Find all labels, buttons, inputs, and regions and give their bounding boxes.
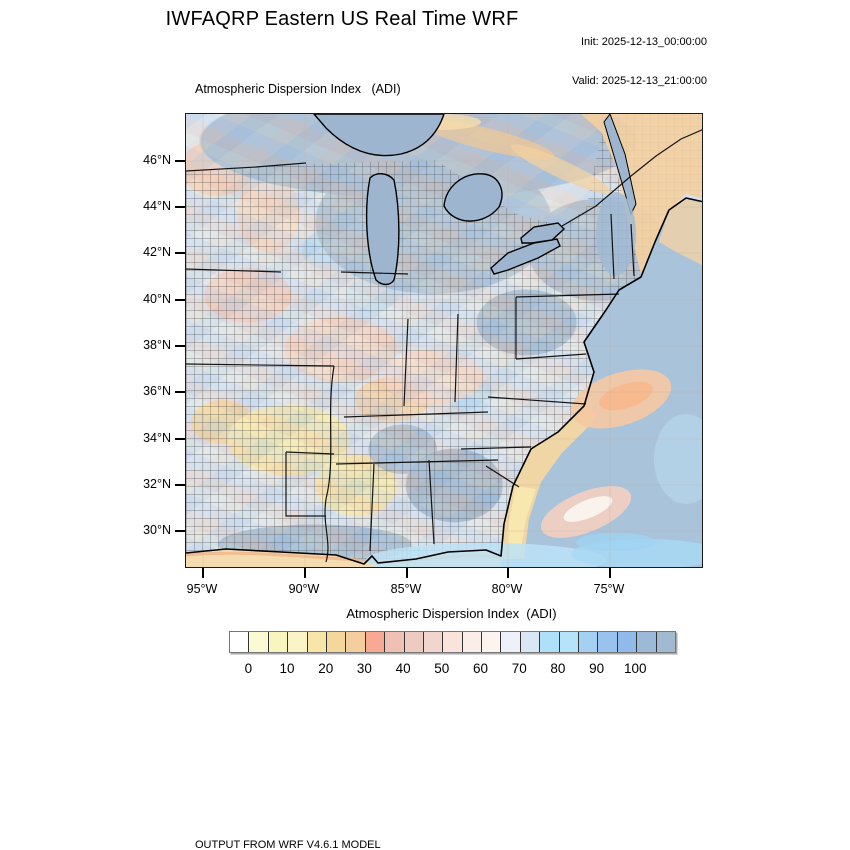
maine-low-adi-region [581,114,702,274]
lat-tick [175,484,185,486]
lat-tick [175,391,185,393]
lat-label: 36°N [143,384,171,398]
model-info-footer: OUTPUT FROM WRF V4.6.1 MODEL WE = 310 ; … [195,810,628,850]
colorbar-tick-label: 80 [550,661,566,676]
bay-of-fundy-tan [659,198,702,265]
lake-superior [313,114,445,157]
offshore-pink-core [563,496,613,522]
colorbar [229,631,676,653]
init-time: Init: 2025-12-13_00:00:00 [581,36,707,48]
colorbar-cell [326,632,347,652]
lake-erie [490,238,561,275]
lon-tick [202,568,204,578]
colorbar-tick-label: 50 [434,661,450,676]
map-plot-area [185,113,703,568]
lon-label: 85°W [390,582,422,596]
coastal-low-adi-core [506,486,536,556]
lon-tick [609,568,611,578]
colorbar-tick-label: 0 [244,661,253,676]
colorbar-cell [656,632,675,652]
great-lakes [313,114,566,286]
colorbar-tick-label: 30 [356,661,372,676]
lat-tick [175,530,185,532]
colorbar-tick-label: 20 [318,661,334,676]
colorbar-cell [579,632,599,652]
ocean-cyan-patch-1 [366,543,606,567]
colorbar-tick-label: 100 [624,661,647,676]
lake-huron [443,173,503,222]
model-version-line: OUTPUT FROM WRF V4.6.1 MODEL [195,839,381,850]
colorbar-cell [346,632,366,652]
colorbar-cell [423,632,444,652]
lat-tick [175,345,185,347]
colorbar-tick-label: 10 [279,661,295,676]
coastline [186,197,702,565]
colorbar-cell [482,632,502,652]
lake-ontario [520,222,566,244]
colorbar-tick-label: 90 [589,661,605,676]
lat-tick [175,206,185,208]
colorbar-cell [365,632,386,652]
lat-tick [175,160,185,162]
lat-tick [175,252,185,254]
colorbar-cell [443,632,463,652]
colorbar-cell [268,632,289,652]
lon-label: 95°W [186,582,218,596]
colorbar-cell [230,632,250,652]
lat-label: 32°N [143,477,171,491]
lat-tick [175,438,185,440]
map-variable-title: Atmospheric Dispersion Index (ADI) [195,82,401,96]
colorbar-cell [540,632,560,652]
colorbar-cell [249,632,269,652]
page-title: IWFAQRP Eastern US Real Time WRF [165,8,519,30]
colorbar-title: Atmospheric Dispersion Index (ADI) [346,606,557,621]
lon-tick [406,568,408,578]
valid-time: Valid: 2025-12-13_21:00:00 [572,75,707,87]
canada-tan-streak-2 [511,144,611,194]
lon-label: 80°W [491,582,523,596]
map-overlay [186,114,702,567]
lon-label: 90°W [288,582,320,596]
colorbar-cell [598,632,618,652]
lon-tick [304,568,306,578]
lon-tick [507,568,509,578]
colorbar-cell [385,632,405,652]
colorbar-cell [307,632,327,652]
colorbar-tick-label: 70 [511,661,527,676]
colorbar-tick-label: 40 [395,661,411,676]
colorbar-cell [404,632,424,652]
colorbar-cell [559,632,580,652]
colorbar-cell [501,632,521,652]
colorbar-cell [462,632,483,652]
colorbar-cell [617,632,638,652]
colorbar-tick-label: 60 [473,661,489,676]
lat-label: 34°N [143,431,171,445]
lat-tick [175,299,185,301]
colorbar-cell [637,632,657,652]
lat-label: 40°N [143,292,171,306]
lat-label: 44°N [143,199,171,213]
lat-label: 42°N [143,245,171,259]
colorbar-cell [288,632,308,652]
state-borders [186,129,702,563]
ocean-cyan-patch-3 [654,414,702,504]
ocean-cyan-patch-4 [576,533,656,551]
lat-label: 46°N [143,153,171,167]
colorbar-cell [520,632,541,652]
lake-michigan [365,173,400,286]
atlantic-ocean [186,198,702,567]
offshore-orange-core [599,381,653,411]
lat-label: 30°N [143,523,171,537]
model-run-times: Init: 2025-12-13_00:00:00 Valid: 2025-12… [500,10,707,114]
new-england-blue-patch [596,192,636,276]
lat-label: 38°N [143,338,171,352]
lon-label: 75°W [593,582,625,596]
